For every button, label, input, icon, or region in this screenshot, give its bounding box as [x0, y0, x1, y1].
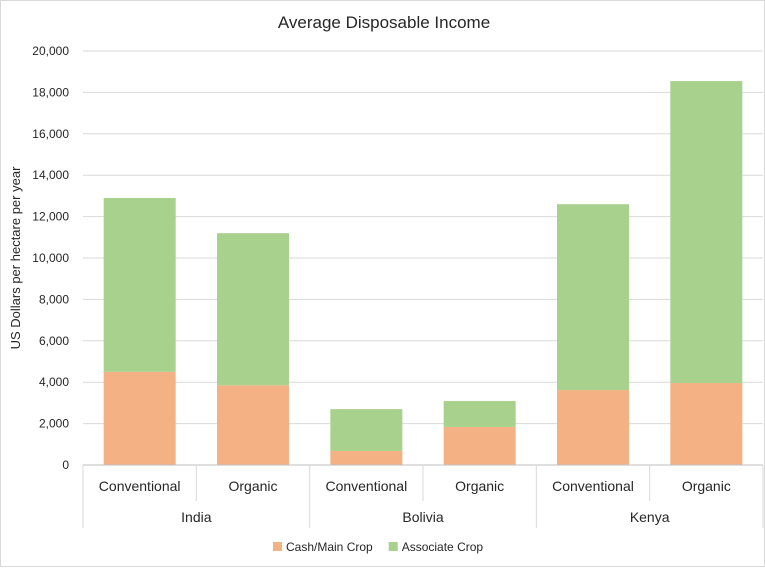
y-tick-label: 12,000 — [32, 210, 69, 224]
x-tick-label: Conventional — [325, 478, 407, 494]
x-tick-label: Organic — [455, 478, 504, 494]
y-tick-label: 20,000 — [32, 44, 69, 58]
bar-cash-main-crop — [217, 385, 289, 465]
bar-cash-main-crop — [557, 390, 629, 465]
y-tick-label: 2,000 — [39, 417, 69, 431]
bar-associate-crop — [217, 233, 289, 386]
y-tick-label: 10,000 — [32, 251, 69, 265]
x-tick-label: Conventional — [552, 478, 634, 494]
bar-cash-main-crop — [670, 383, 743, 465]
group-label: Kenya — [630, 509, 670, 525]
bar-associate-crop — [103, 197, 176, 372]
y-tick-label: 16,000 — [32, 127, 69, 141]
y-tick-label: 18,000 — [32, 85, 69, 99]
bar-cash-main-crop — [103, 371, 176, 465]
group-label: Bolivia — [402, 509, 443, 525]
y-axis-label: US Dollars per hectare per year — [8, 166, 23, 349]
legend-label: Associate Crop — [402, 540, 484, 554]
x-tick-label: Organic — [228, 478, 277, 494]
y-tick-label: 8,000 — [39, 292, 69, 306]
bar-cash-main-crop — [443, 426, 516, 465]
bar-associate-crop — [330, 409, 403, 451]
bar-associate-crop — [670, 81, 743, 384]
y-tick-label: 4,000 — [39, 375, 69, 389]
y-tick-label: 6,000 — [39, 334, 69, 348]
y-tick-label: 14,000 — [32, 168, 69, 182]
bar-associate-crop — [443, 401, 516, 427]
legend-swatch — [388, 542, 398, 551]
x-tick-label: Conventional — [99, 478, 181, 494]
legend-swatch — [273, 542, 282, 551]
chart-title: Average Disposable Income — [278, 13, 490, 32]
y-tick-label: 0 — [62, 458, 69, 472]
bar-cash-main-crop — [330, 450, 403, 465]
bar-associate-crop — [557, 204, 629, 391]
x-tick-label: Organic — [682, 478, 731, 494]
group-label: India — [181, 509, 212, 525]
legend-label: Cash/Main Crop — [286, 540, 373, 554]
